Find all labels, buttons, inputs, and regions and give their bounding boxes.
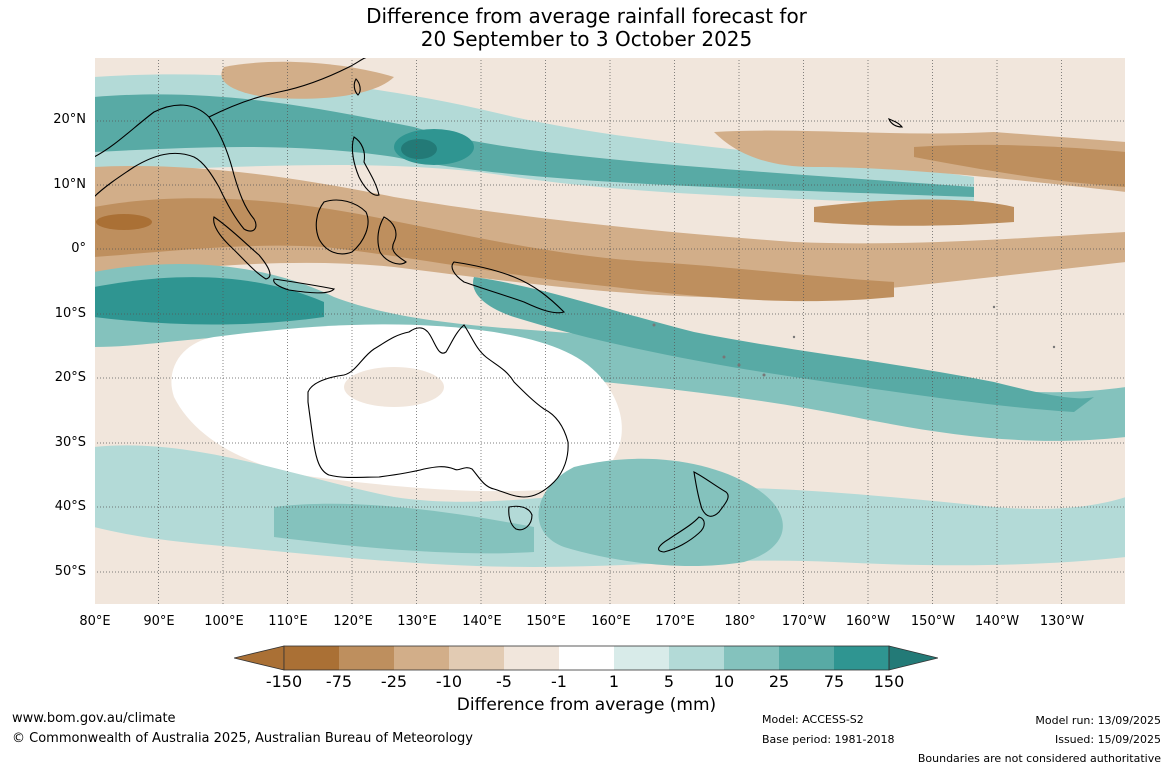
footer-boundaries-note: Boundaries are not considered authoritat…	[917, 752, 1161, 765]
sulawesi-coastline	[377, 216, 407, 265]
legend-tick-1: 1	[608, 672, 620, 691]
map-title-line-1: Difference from average rainfall forecas…	[366, 4, 807, 28]
lat-label-50s: 50°S	[54, 564, 86, 579]
footer-copyright: © Commonwealth of Australia 2025, Austra…	[12, 731, 473, 746]
legend-tick-150: 150	[873, 672, 905, 691]
legend-tick-minus-5: -5	[496, 672, 512, 691]
equatorial-brown-core	[94, 198, 894, 302]
china-coastline	[208, 57, 370, 118]
lat-label-10n: 10°N	[53, 177, 86, 192]
legend-tick-minus-75: -75	[325, 672, 353, 691]
new-zealand-south-island	[658, 516, 705, 553]
new-guinea-coastline	[451, 261, 566, 314]
south-west-green-core	[274, 503, 534, 554]
legend-tick-minus-10: -10	[435, 672, 463, 691]
borneo-coastline	[315, 199, 369, 255]
legend-tick-10: 10	[713, 672, 735, 691]
lon-label-170w: 170°W	[781, 614, 827, 629]
lon-label-160w: 160°W	[845, 614, 891, 629]
hawaii-islands	[888, 118, 904, 128]
legend-tick-25: 25	[768, 672, 790, 691]
legend-tick-minus-150: -150	[265, 672, 303, 691]
lon-label-100e: 100°E	[204, 614, 244, 629]
footer-website: www.bom.gov.au/climate	[12, 711, 176, 726]
legend-swatch-1	[284, 646, 339, 670]
lon-label-170e: 170°E	[655, 614, 695, 629]
legend-swatch-6	[559, 646, 614, 670]
coral-sea-green-core	[473, 277, 1094, 412]
latitude-gridlines	[94, 120, 1126, 573]
legend-swatch-4	[449, 646, 504, 670]
new-zealand-north-island	[693, 471, 729, 517]
taiwan-coastline	[353, 78, 361, 96]
legend-title: Difference from average (mm)	[456, 695, 717, 715]
tasmania-coastline	[508, 505, 533, 531]
legend-swatch-10	[779, 646, 834, 670]
longitude-gridlines	[94, 57, 1062, 605]
australia-neutral-zone	[171, 324, 622, 492]
lon-label-80e: 80°E	[79, 614, 111, 629]
indian-ocean-dry-peak	[96, 214, 152, 230]
legend-swatch-2	[339, 646, 394, 670]
lon-label-130e: 130°E	[397, 614, 437, 629]
lon-label-120e: 120°E	[333, 614, 373, 629]
footer-issued: Issued: 15/09/2025	[1054, 733, 1161, 746]
southeast-asia-coastline	[94, 104, 257, 232]
lon-label-130w: 130°W	[1039, 614, 1085, 629]
lon-label-160e: 160°E	[591, 614, 631, 629]
south-equatorial-green-core	[94, 277, 324, 325]
legend-swatch-5	[504, 646, 559, 670]
lat-label-30s: 30°S	[54, 435, 86, 450]
australia-coastline	[307, 324, 569, 498]
lat-label-20n: 20°N	[53, 112, 86, 127]
north-brown-core	[914, 144, 1126, 187]
sumatra-coastline	[213, 216, 271, 280]
central-pacific-brown-core	[814, 199, 1014, 226]
footer-base-period: Base period: 1981-2018	[762, 733, 895, 746]
lat-label-0: 0°	[71, 241, 86, 256]
legend-tick-75: 75	[823, 672, 845, 691]
legend-colorbar	[234, 645, 938, 671]
philippines-sea-wet-peak	[401, 139, 437, 159]
java-coastline	[273, 278, 336, 294]
lon-label-110e: 110°E	[268, 614, 308, 629]
legend-swatch-8	[669, 646, 724, 670]
lat-label-20s: 20°S	[54, 370, 86, 385]
coastlines	[94, 57, 904, 553]
legend-swatch-above-150	[888, 645, 938, 671]
map-title-line-2: 20 September to 3 October 2025	[420, 27, 753, 51]
legend-swatch-below-150	[234, 645, 285, 671]
lon-label-140e: 140°E	[462, 614, 502, 629]
legend-tick-5: 5	[663, 672, 675, 691]
lat-label-10s: 10°S	[54, 306, 86, 321]
legend-frame	[283, 645, 890, 671]
rainfall-anomaly-map	[94, 57, 1126, 605]
legend-swatch-3	[394, 646, 449, 670]
footer-model: Model: ACCESS-S2	[762, 713, 864, 726]
north-pacific-green-core	[94, 94, 974, 197]
footer-model-run: Model run: 13/09/2025	[1035, 714, 1161, 727]
legend-swatch-7	[614, 646, 669, 670]
lat-label-40s: 40°S	[54, 499, 86, 514]
philippines-coastline	[351, 136, 380, 196]
legend-swatch-9	[724, 646, 779, 670]
legend-swatch-11	[834, 646, 889, 670]
lon-label-180: 180°	[724, 614, 756, 629]
island-dots	[652, 305, 1056, 377]
central-australia-dry	[344, 367, 444, 407]
lon-label-150w: 150°W	[910, 614, 956, 629]
northwest-brown-patch	[221, 61, 394, 99]
tasman-sea-green-core	[538, 458, 783, 567]
lon-label-140w: 140°W	[974, 614, 1020, 629]
legend-tick-minus-1: -1	[551, 672, 567, 691]
map-frame	[94, 57, 1126, 605]
lon-label-90e: 90°E	[143, 614, 175, 629]
legend-tick-minus-25: -25	[380, 672, 408, 691]
lon-label-150e: 150°E	[526, 614, 566, 629]
